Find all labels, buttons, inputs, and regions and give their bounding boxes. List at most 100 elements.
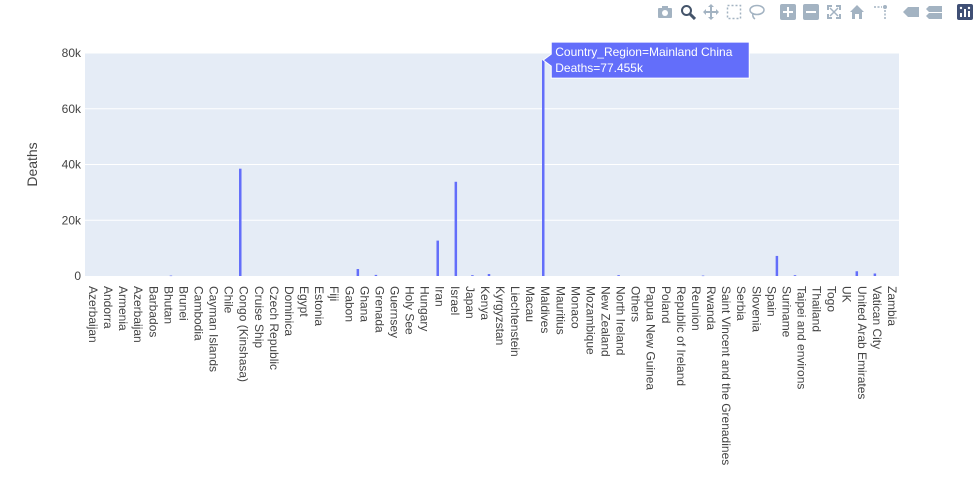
hover-compare-icon bbox=[926, 6, 942, 19]
plotly-logo-icon bbox=[957, 4, 973, 20]
camera-icon bbox=[658, 6, 672, 18]
x-tick-label: Suriname bbox=[779, 286, 793, 338]
x-tick-label: Andorra bbox=[101, 286, 115, 329]
x-tick-label: Egypt bbox=[297, 286, 311, 317]
x-tick-label: Kyrgyzstan bbox=[493, 286, 507, 345]
box-select-icon bbox=[726, 4, 742, 20]
x-tick-label: New Zealand bbox=[599, 286, 613, 357]
x-tick-label: Barbados bbox=[146, 286, 160, 337]
bar[interactable] bbox=[436, 240, 439, 276]
autoscale-button[interactable] bbox=[825, 3, 843, 21]
plotly-logo-link[interactable] bbox=[956, 3, 974, 21]
y-axis-title: Deaths bbox=[24, 142, 40, 186]
x-tick-label: Bhutan bbox=[161, 286, 175, 324]
bars-series bbox=[169, 60, 877, 277]
x-tick-label: Azerbaijan bbox=[86, 286, 100, 343]
bar[interactable] bbox=[617, 275, 620, 276]
bar[interactable] bbox=[487, 274, 491, 276]
hover-tooltip-box bbox=[542, 41, 750, 79]
x-tick-label: Chile bbox=[222, 286, 236, 314]
x-tick-label: Kenya bbox=[478, 286, 492, 320]
x-tick-label: Armenia bbox=[116, 286, 130, 331]
x-tick-label: Maldives bbox=[538, 286, 552, 333]
bar[interactable] bbox=[169, 275, 173, 277]
hover-compare-button[interactable] bbox=[925, 3, 943, 21]
x-tick-label: Macau bbox=[523, 286, 537, 322]
x-tick-label: Monaco bbox=[568, 286, 582, 329]
x-tick-label: Togo bbox=[825, 286, 839, 312]
x-tick-label: Papua New Guinea bbox=[644, 286, 658, 390]
download-png-button[interactable] bbox=[656, 3, 674, 21]
bar[interactable] bbox=[356, 269, 360, 276]
x-tick-label: Hungary bbox=[418, 286, 432, 331]
x-tick-label: Israel bbox=[448, 286, 462, 315]
y-axis-ticks: 0 20k 40k 60k 80k bbox=[62, 46, 82, 283]
x-tick-label: Saint Vincent and the Grenadines bbox=[719, 286, 733, 465]
y-tick-label: 0 bbox=[74, 269, 81, 283]
x-tick-label: Cambodia bbox=[192, 286, 206, 341]
hover-tooltip-line1: Country_Region=Mainland China bbox=[555, 45, 732, 59]
x-tick-label: Serbia bbox=[734, 286, 748, 321]
x-tick-label: Rwanda bbox=[704, 286, 718, 330]
zoom-button[interactable] bbox=[679, 3, 697, 21]
x-tick-label: Liechtenstein bbox=[508, 286, 522, 357]
x-tick-label: Holy See bbox=[403, 286, 417, 335]
x-tick-label: Gabon bbox=[342, 286, 356, 322]
pan-button[interactable] bbox=[702, 3, 720, 21]
hover-closest-icon bbox=[903, 7, 919, 17]
bar[interactable] bbox=[793, 275, 797, 276]
x-tick-label: Thailand bbox=[810, 286, 824, 332]
modebar-toolbar bbox=[656, 2, 974, 22]
x-tick-label: Slovenia bbox=[749, 286, 763, 332]
x-tick-label: Azerbaijan bbox=[131, 286, 145, 343]
x-tick-label: Vatican City bbox=[870, 286, 884, 349]
x-tick-label: Republic of Ireland bbox=[674, 286, 688, 386]
x-tick-label: Others bbox=[629, 286, 643, 322]
zoom-in-button[interactable] bbox=[779, 3, 797, 21]
x-tick-label: Grenada bbox=[372, 286, 386, 333]
lasso-select-button[interactable] bbox=[748, 3, 766, 21]
bar[interactable] bbox=[374, 274, 378, 276]
x-tick-label: Estonia bbox=[312, 286, 326, 326]
box-select-button[interactable] bbox=[725, 3, 743, 21]
bar[interactable] bbox=[454, 181, 458, 276]
hover-closest-button[interactable] bbox=[902, 3, 920, 21]
zoom-out-icon bbox=[803, 4, 819, 20]
spike-lines-button[interactable] bbox=[871, 3, 889, 21]
bar[interactable] bbox=[239, 168, 242, 276]
x-tick-label: Guernsey bbox=[388, 286, 402, 338]
x-tick-label: Czech Republic bbox=[267, 286, 281, 370]
x-tick-label: Brunei bbox=[176, 286, 190, 321]
y-gridlines bbox=[85, 52, 899, 221]
reset-axes-icon bbox=[850, 5, 864, 19]
x-tick-label: United Arab Emirates bbox=[855, 286, 869, 399]
bar[interactable] bbox=[542, 60, 545, 276]
x-tick-label: North Ireland bbox=[614, 286, 628, 355]
x-tick-label: Iran bbox=[433, 286, 447, 307]
y-tick-label: 80k bbox=[62, 46, 82, 60]
zoom-in-icon bbox=[780, 4, 796, 20]
bar[interactable] bbox=[471, 275, 474, 276]
bar[interactable] bbox=[775, 255, 779, 276]
bar[interactable] bbox=[855, 271, 859, 276]
x-tick-label: Zambia bbox=[885, 286, 899, 326]
x-tick-label: Cruise Ship bbox=[252, 286, 266, 348]
bar[interactable] bbox=[701, 275, 705, 277]
zoom-icon bbox=[681, 5, 696, 20]
x-tick-label: Poland bbox=[659, 286, 673, 323]
x-tick-label: Cayman Islands bbox=[207, 286, 221, 372]
x-tick-label: Taipei and environs bbox=[795, 286, 809, 389]
x-tick-label: Ghana bbox=[357, 286, 371, 322]
y-tick-label: 60k bbox=[62, 102, 82, 116]
zoom-out-button[interactable] bbox=[802, 3, 820, 21]
x-tick-label: Fiji bbox=[327, 286, 341, 301]
x-tick-label: Dominica bbox=[282, 286, 296, 336]
bar[interactable] bbox=[873, 273, 877, 276]
x-tick-label: Mauritius bbox=[553, 286, 567, 335]
x-tick-label: Japan bbox=[463, 286, 477, 319]
y-tick-label: 20k bbox=[62, 213, 82, 227]
spike-lines-icon bbox=[874, 5, 887, 19]
y-tick-label: 40k bbox=[62, 158, 82, 172]
reset-axes-button[interactable] bbox=[848, 3, 866, 21]
